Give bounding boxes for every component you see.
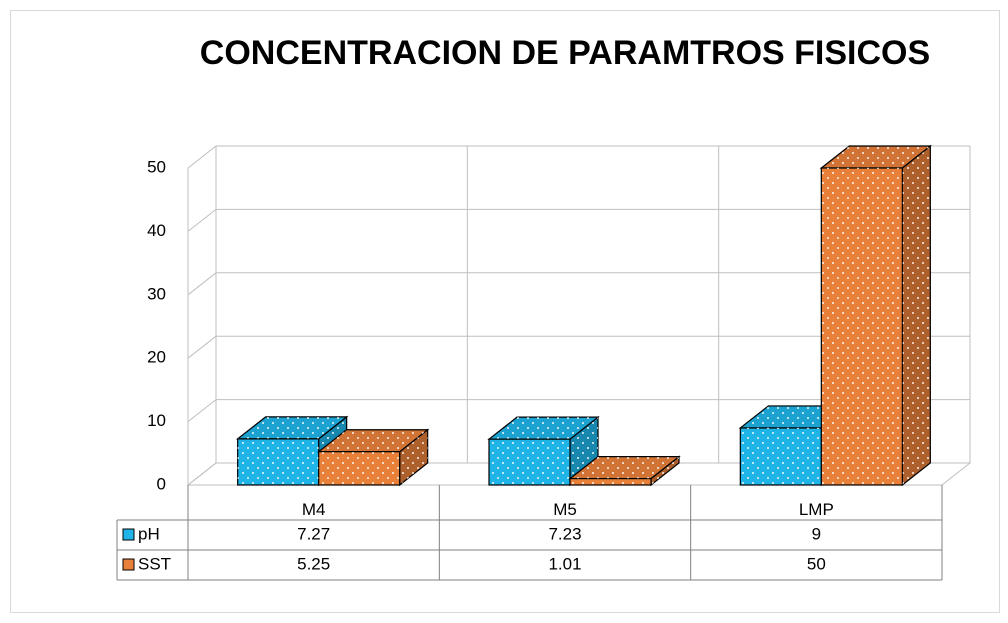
bar-side-texture bbox=[902, 146, 931, 485]
y-tick-label: 30 bbox=[147, 284, 166, 303]
bar-front-texture bbox=[740, 427, 822, 485]
legend-label: pH bbox=[138, 524, 160, 543]
bar-front-texture bbox=[489, 439, 570, 485]
x-tick-label: LMP bbox=[799, 500, 834, 519]
bar bbox=[568, 455, 681, 487]
grid-line bbox=[187, 145, 970, 169]
bar-front-texture bbox=[318, 451, 400, 485]
bar-front-texture bbox=[821, 168, 903, 485]
y-tick-label: 40 bbox=[147, 221, 166, 240]
bar-side-texture bbox=[651, 456, 679, 485]
grid-side bbox=[187, 399, 217, 422]
y-tick-label: 10 bbox=[147, 411, 166, 430]
grid-side bbox=[187, 335, 217, 359]
table-value: 7.23 bbox=[548, 524, 581, 543]
table-value: 9 bbox=[812, 524, 821, 543]
table-value: 5.25 bbox=[297, 554, 330, 573]
bar-top-texture bbox=[570, 456, 679, 479]
chart-title: CONCENTRACION DE PARAMTROS FISICOS bbox=[200, 34, 930, 72]
y-tick-label: 50 bbox=[147, 157, 166, 176]
bar bbox=[819, 144, 933, 487]
table-value: 50 bbox=[807, 554, 826, 573]
table-value: 1.01 bbox=[548, 554, 581, 573]
y-tick-label: 0 bbox=[157, 474, 166, 493]
grid-side bbox=[187, 462, 217, 486]
bar bbox=[316, 428, 430, 487]
grid-side bbox=[187, 209, 217, 232]
legend-key bbox=[122, 528, 135, 541]
bar-top-texture bbox=[489, 417, 598, 440]
bar bbox=[235, 415, 349, 487]
legend-key bbox=[122, 558, 135, 571]
table-value: 7.27 bbox=[297, 524, 330, 543]
x-tick-label: M4 bbox=[302, 500, 326, 519]
x-tick-label: M5 bbox=[553, 500, 577, 519]
bar-front-texture bbox=[570, 478, 651, 485]
bar-front-texture bbox=[237, 438, 319, 485]
y-tick-label: 20 bbox=[147, 348, 166, 367]
bar-top-texture bbox=[821, 146, 931, 168]
bar-top-texture bbox=[318, 429, 428, 452]
grid-side bbox=[187, 272, 217, 296]
legend-label: SST bbox=[138, 554, 171, 573]
bar-side-texture bbox=[399, 429, 428, 485]
bar-top-texture bbox=[237, 416, 347, 439]
grid-side bbox=[187, 145, 217, 169]
